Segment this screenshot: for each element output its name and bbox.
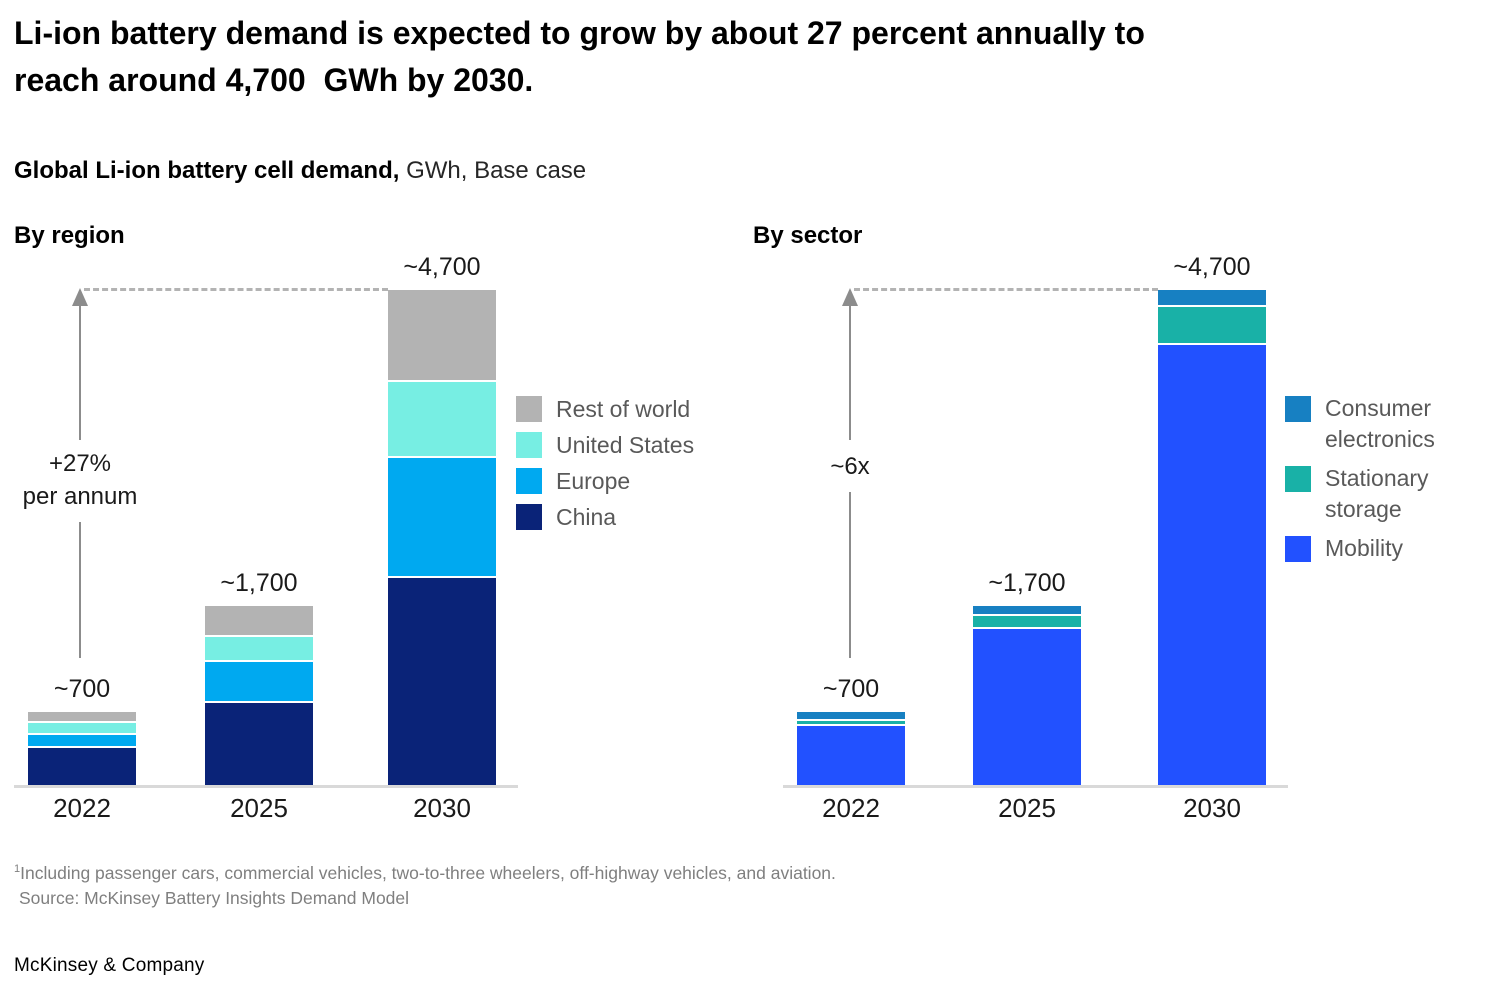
bar-segment-united-states [388,379,496,457]
legend-swatch-icon [516,432,542,458]
legend-swatch-icon [1285,536,1311,562]
legend-item-mobility: Mobility [1285,535,1486,564]
source-line: Source: McKinsey Battery Insights Demand… [19,887,410,908]
arrow-line [79,306,81,440]
bar-value-label: ~700 [53,675,111,704]
bar-segment-rest-of-world [205,605,313,636]
legend-by-sector: Consumer electronics Stationary storage Mo… [1285,395,1486,575]
stacked-bar-by-region-2022 [28,712,136,785]
bar-segment-stationary-storage [1158,304,1266,343]
page-title-line1: Li-ion battery demand is expected to gro… [14,15,1145,51]
page-title: Li-ion battery demand is expected to gro… [14,10,1145,104]
x-axis-label: 2022 [822,793,880,823]
bar-segment-mobility [1158,342,1266,785]
bar-segment-europe [388,456,496,577]
x-axis-line-sector [783,785,1288,788]
stacked-bar-by-region-2030 [388,290,496,785]
legend-swatch-icon [516,504,542,530]
bar-segment-stationary-storage [973,614,1081,627]
legend-by-region: Rest of world United States Europe China [516,396,694,540]
bar-segment-mobility [797,723,905,785]
legend-item-europe: Europe [516,468,694,494]
legend-item-consumer-electronics: Consumer electronics [1285,395,1486,455]
chart-subtitle-bold: Global Li-ion battery cell demand, [14,157,400,184]
up-arrow-icon [842,288,858,306]
stacked-bar-by-sector-2022 [797,712,905,785]
dashed-guide-line-right [854,288,1158,291]
legend-item-rest-of-world: Rest of world [516,396,694,422]
bar-value-label: ~1,700 [988,568,1066,597]
footnote-text: Including passenger cars, commercial veh… [20,862,836,883]
bar-segment-consumer-electronics [797,712,905,719]
bar-segment-europe [28,733,136,746]
page-title-line2: reach around 4,700 GWh by 2030. [14,62,534,98]
chart-subtitle-rest: GWh, Base case [399,157,587,184]
growth-annotation-line: ~6x [830,453,870,480]
bar-segment-mobility [973,627,1081,785]
stacked-bar-by-sector-2030 [1158,290,1266,785]
bar-segment-rest-of-world [388,290,496,380]
footnote-superscript: 1 [14,863,21,875]
x-axis-label: 2030 [413,793,471,823]
growth-annotation-sector: ~6x [770,450,930,483]
bar-value-label: ~4,700 [403,253,481,281]
x-axis-label: 2030 [1183,793,1241,823]
legend-label: Mobility [1325,535,1403,561]
bar-segment-consumer-electronics [973,605,1081,615]
mckinsey-logo: McKinsey & Company [14,955,205,976]
bar-segment-united-states [28,721,136,734]
growth-annotation-line: per annum [22,483,138,510]
legend-label: Europe [556,468,631,494]
legend-label: Stationary storage [1325,465,1429,522]
chart-subtitle: Global Li-ion battery cell demand, GWh, … [14,157,586,185]
up-arrow-icon [72,288,88,306]
bar-value-label: ~700 [822,675,880,704]
legend-item-stationary-storage: Stationary storage [1285,465,1486,525]
legend-label: China [556,504,617,530]
bar-segment-rest-of-world [28,712,136,722]
x-axis-label: 2022 [53,793,111,823]
stacked-bar-by-region-2025 [205,605,313,785]
arrow-line [79,522,81,658]
bar-segment-stationary-storage [797,718,905,724]
bar-segment-china [388,576,496,785]
x-axis-line-region [14,785,518,788]
bar-segment-china [28,746,136,785]
chart-heading-by-sector: By sector [753,222,863,249]
bar-value-label: ~4,700 [1173,253,1251,281]
growth-annotation-region: +27% per annum [0,447,160,513]
legend-swatch-icon [516,468,542,494]
bar-segment-united-states [205,635,313,660]
legend-item-united-states: United States [516,432,694,458]
legend-swatch-icon [1285,466,1311,492]
x-axis-label: 2025 [230,793,288,823]
bar-segment-china [205,700,313,785]
arrow-line [849,306,851,440]
bar-segment-europe [205,659,313,701]
legend-label: Consumer electronics [1325,395,1435,452]
arrow-line [849,492,851,658]
legend-label: Rest of world [556,396,691,422]
bar-segment-consumer-electronics [1158,290,1266,305]
legend-item-china: China [516,504,694,530]
stacked-bar-by-sector-2025 [973,605,1081,785]
legend-label: United States [556,432,695,458]
bar-value-label: ~1,700 [220,568,298,597]
chart-heading-by-region: By region [14,222,125,249]
footnote: 1Including passenger cars, commercial ve… [14,857,836,911]
growth-annotation-line: +27% [48,450,112,477]
legend-swatch-icon [516,396,542,422]
footnote-line: 1Including passenger cars, commercial ve… [14,857,836,886]
x-axis-label: 2025 [998,793,1056,823]
dashed-guide-line-left [84,288,388,291]
legend-swatch-icon [1285,396,1311,422]
